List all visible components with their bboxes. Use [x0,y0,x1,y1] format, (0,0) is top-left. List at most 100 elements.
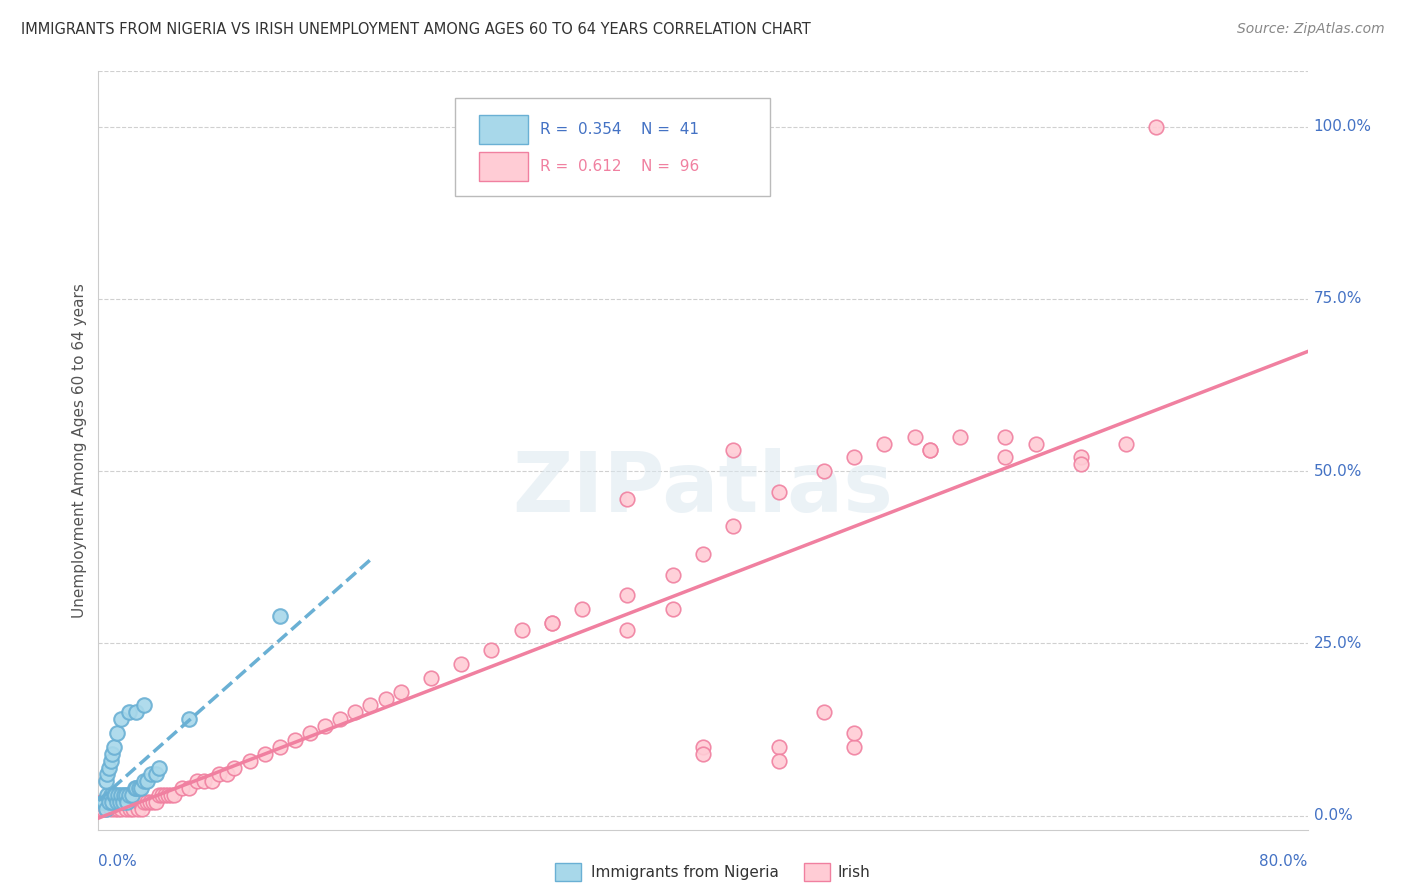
Point [844,726,866,740]
Point [215,767,238,781]
Point [114,802,136,816]
Point [122,802,145,816]
Point [108,795,131,809]
Point [100,788,122,802]
Text: 0.0%: 0.0% [98,854,138,869]
Point [201,774,224,789]
Point [104,788,127,802]
Point [120,802,142,816]
Point [949,430,972,444]
Point [142,795,165,809]
Point [93,795,115,809]
Text: R =  0.354    N =  41: R = 0.354 N = 41 [540,122,699,137]
Point [112,795,135,809]
Point [121,795,143,809]
Point [269,739,291,754]
Point [125,781,148,796]
Point [918,443,941,458]
Point [111,795,134,809]
Point [132,698,155,713]
Point [132,795,155,809]
Point [118,788,141,802]
Point [360,698,382,713]
Point [208,767,231,781]
Point [186,774,208,789]
Point [118,706,141,720]
Point [768,754,790,768]
Text: IMMIGRANTS FROM NIGERIA VS IRISH UNEMPLOYMENT AMONG AGES 60 TO 64 YEARS CORRELAT: IMMIGRANTS FROM NIGERIA VS IRISH UNEMPLO… [21,22,811,37]
Point [450,657,472,672]
Point [153,788,176,802]
Point [139,795,162,809]
Point [873,436,896,450]
Point [389,684,412,698]
Point [994,450,1017,465]
Point [253,747,276,761]
Point [723,443,745,458]
Point [135,774,157,789]
Point [101,747,124,761]
Point [145,795,167,809]
Point [768,484,790,499]
Point [150,788,173,802]
Point [141,767,163,781]
Point [98,795,121,809]
Text: Immigrants from Nigeria: Immigrants from Nigeria [591,865,779,880]
Point [918,443,941,458]
Point [98,760,121,774]
Point [127,802,149,816]
Point [661,567,683,582]
Point [132,774,155,789]
Point [101,795,124,809]
Point [374,691,396,706]
Point [96,767,118,781]
Point [107,802,129,816]
Point [179,712,201,726]
Point [129,781,152,796]
Point [844,450,866,465]
Point [131,802,153,816]
Point [616,588,638,602]
Point [616,623,638,637]
Point [904,430,927,444]
Point [91,795,114,809]
Point [128,781,150,796]
Point [1070,450,1092,465]
Point [124,795,146,809]
Point [692,547,714,561]
Point [110,712,132,726]
Text: R =  0.612    N =  96: R = 0.612 N = 96 [540,160,699,175]
Text: 0.0%: 0.0% [1313,808,1353,823]
Point [1070,457,1092,471]
Point [121,788,143,802]
Point [768,739,790,754]
Point [115,795,138,809]
Point [96,788,118,802]
Point [1115,436,1137,450]
Point [98,795,121,809]
Point [224,760,246,774]
Point [284,733,307,747]
Point [135,795,157,809]
Point [103,739,125,754]
Point [193,774,215,789]
Point [994,430,1017,444]
Point [179,781,201,796]
Point [571,602,593,616]
Point [170,781,193,796]
Point [156,788,179,802]
Point [329,712,352,726]
Bar [479,153,527,181]
Point [90,795,112,809]
Point [1144,120,1167,134]
Text: Source: ZipAtlas.com: Source: ZipAtlas.com [1237,22,1385,37]
Bar [479,115,527,145]
Point [344,706,367,720]
Point [100,802,122,816]
Point [103,788,125,802]
Point [96,795,118,809]
Point [314,719,336,733]
Point [114,788,136,802]
Point [105,795,128,809]
Point [148,760,170,774]
